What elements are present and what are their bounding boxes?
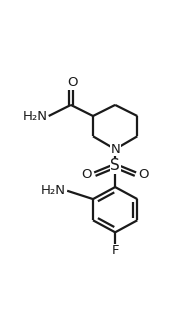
- Text: H₂N: H₂N: [41, 184, 66, 197]
- Text: O: O: [139, 168, 149, 181]
- Text: O: O: [68, 76, 78, 89]
- Text: S: S: [110, 158, 120, 173]
- Text: F: F: [111, 244, 119, 257]
- Text: N: N: [110, 143, 120, 156]
- Text: O: O: [81, 168, 92, 181]
- Text: H₂N: H₂N: [23, 110, 48, 122]
